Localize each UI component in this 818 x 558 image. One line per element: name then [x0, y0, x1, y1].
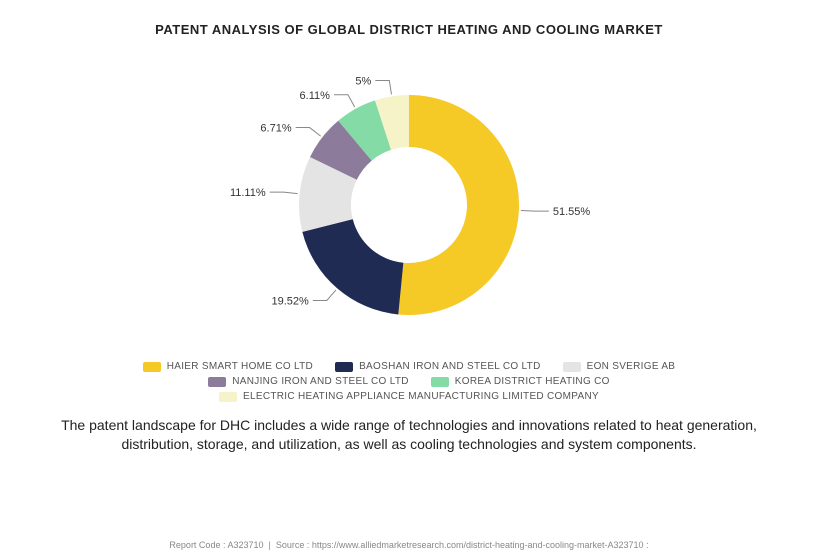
- leader-line: [313, 290, 336, 301]
- legend-item: BAOSHAN IRON AND STEEL CO LTD: [335, 361, 541, 372]
- leader-line: [521, 210, 549, 211]
- legend-swatch: [219, 392, 237, 402]
- legend-label: BAOSHAN IRON AND STEEL CO LTD: [359, 361, 541, 372]
- legend-swatch: [335, 362, 353, 372]
- slice-value-label: 5%: [355, 76, 371, 88]
- legend-item: NANJING IRON AND STEEL CO LTD: [208, 376, 409, 387]
- report-code: A323710: [227, 540, 263, 550]
- slice-value-label: 19.52%: [271, 296, 309, 308]
- slice-value-label: 11.11%: [230, 187, 266, 199]
- legend-item: KOREA DISTRICT HEATING CO: [431, 376, 610, 387]
- legend: HAIER SMART HOME CO LTD BAOSHAN IRON AND …: [0, 361, 818, 402]
- leader-line: [296, 128, 321, 137]
- legend-swatch: [431, 377, 449, 387]
- chart-title: PATENT ANALYSIS OF GLOBAL DISTRICT HEATI…: [0, 0, 818, 37]
- legend-label: NANJING IRON AND STEEL CO LTD: [232, 376, 409, 387]
- legend-item: ELECTRIC HEATING APPLIANCE MANUFACTURING…: [219, 391, 599, 402]
- footer: Report Code : A323710 | Source : https:/…: [0, 540, 818, 550]
- legend-swatch: [143, 362, 161, 372]
- source-label: Source :: [276, 540, 310, 550]
- leader-line: [334, 95, 355, 107]
- donut-svg: 51.55% 19.52% 11.11% 6.71% 6.11% 5%: [159, 55, 659, 355]
- slice-value-label: 6.71%: [260, 123, 291, 135]
- source-url: https://www.alliedmarketresearch.com/dis…: [312, 540, 644, 550]
- legend-swatch: [208, 377, 226, 387]
- legend-item: HAIER SMART HOME CO LTD: [143, 361, 313, 372]
- legend-label: KOREA DISTRICT HEATING CO: [455, 376, 610, 387]
- leader-line: [270, 192, 298, 193]
- legend-item: EON SVERIGE AB: [563, 361, 676, 372]
- chart-description: The patent landscape for DHC includes a …: [0, 402, 818, 454]
- donut-chart: 51.55% 19.52% 11.11% 6.71% 6.11% 5%: [0, 55, 818, 355]
- report-code-label: Report Code :: [169, 540, 225, 550]
- legend-label: EON SVERIGE AB: [587, 361, 676, 372]
- legend-label: ELECTRIC HEATING APPLIANCE MANUFACTURING…: [243, 391, 599, 402]
- leader-line: [375, 81, 391, 95]
- donut-slice: [398, 95, 519, 315]
- slice-value-label: 51.55%: [553, 206, 591, 218]
- slice-value-label: 6.11%: [300, 90, 331, 102]
- legend-label: HAIER SMART HOME CO LTD: [167, 361, 313, 372]
- legend-swatch: [563, 362, 581, 372]
